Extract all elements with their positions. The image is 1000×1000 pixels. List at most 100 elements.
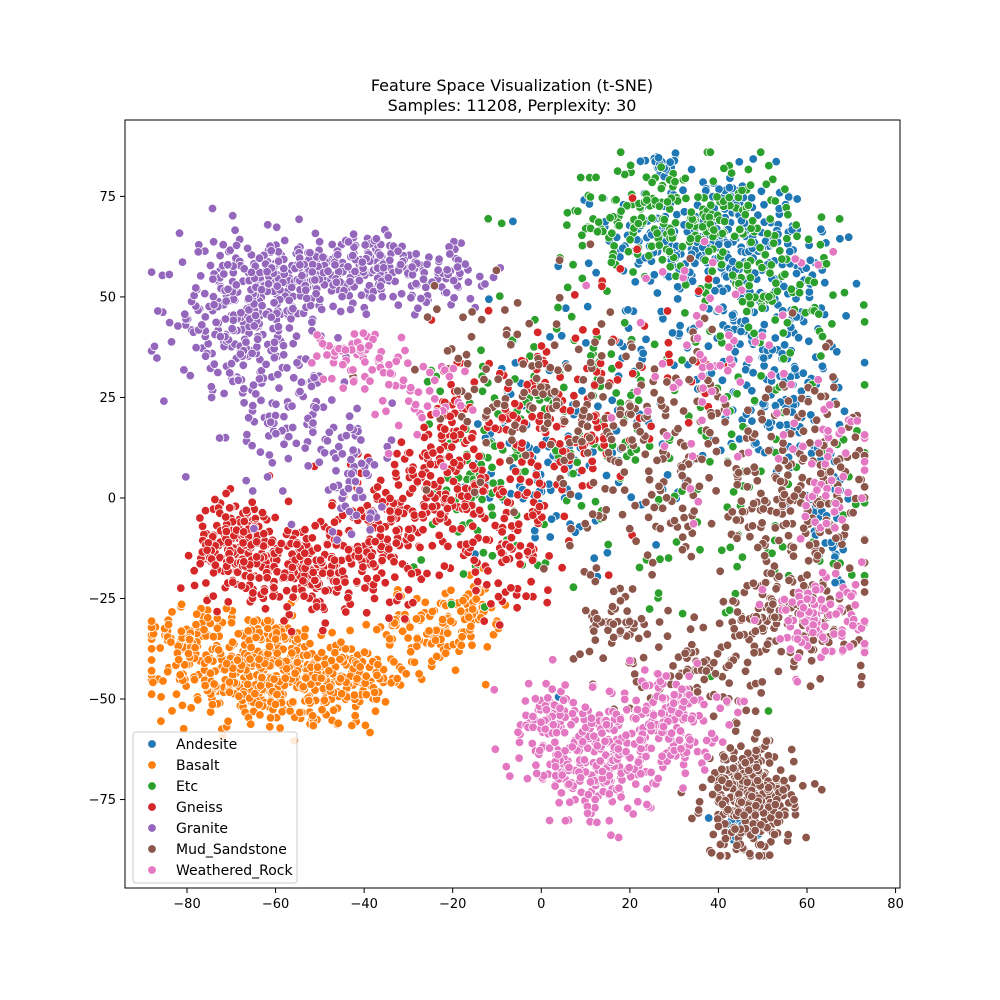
data-point — [515, 474, 526, 485]
data-point — [302, 650, 312, 661]
data-point — [197, 521, 208, 532]
data-point — [798, 781, 808, 791]
data-point — [533, 461, 543, 471]
data-point — [565, 489, 576, 500]
data-point — [183, 550, 194, 561]
data-point — [785, 506, 796, 516]
data-point — [238, 360, 249, 371]
data-point — [563, 282, 573, 293]
data-point — [351, 510, 362, 521]
data-point — [649, 270, 660, 280]
data-point — [752, 762, 762, 773]
data-point — [384, 613, 394, 623]
data-point — [456, 640, 467, 651]
data-point — [617, 509, 628, 520]
data-point — [162, 667, 173, 677]
data-point — [223, 716, 233, 727]
data-point — [366, 551, 376, 562]
data-point — [778, 785, 788, 795]
data-point — [504, 377, 514, 388]
data-point — [355, 662, 365, 672]
data-point — [195, 271, 206, 281]
data-point — [303, 461, 313, 471]
data-point — [693, 192, 703, 202]
data-point — [549, 340, 560, 350]
data-point — [479, 616, 489, 626]
data-point — [263, 279, 274, 289]
data-point — [497, 218, 507, 229]
data-point — [746, 223, 756, 234]
data-point — [765, 850, 775, 860]
data-point — [436, 475, 446, 486]
data-point — [584, 258, 594, 269]
data-point — [345, 625, 355, 636]
data-point — [248, 588, 258, 598]
data-point — [592, 226, 603, 237]
data-point — [471, 585, 481, 596]
data-point — [544, 551, 554, 561]
data-point — [678, 185, 688, 195]
data-point — [677, 241, 688, 252]
data-point — [799, 523, 809, 534]
data-point — [616, 206, 626, 216]
data-point — [333, 718, 343, 729]
data-point — [526, 577, 536, 587]
data-point — [295, 707, 305, 718]
data-point — [393, 300, 404, 310]
data-point — [836, 462, 846, 472]
data-point — [350, 711, 360, 721]
data-point — [554, 255, 565, 265]
data-point — [770, 523, 781, 533]
data-point — [561, 303, 571, 313]
data-point — [300, 548, 310, 558]
data-point — [432, 304, 442, 314]
data-point — [282, 363, 292, 373]
data-point — [420, 597, 431, 608]
data-point — [651, 540, 661, 550]
data-point — [565, 540, 575, 551]
data-point — [859, 300, 869, 310]
data-point — [527, 555, 538, 566]
data-point — [764, 758, 775, 768]
data-point — [368, 559, 378, 569]
data-point — [502, 497, 513, 507]
data-point — [411, 249, 421, 259]
data-point — [365, 727, 375, 738]
data-point — [349, 690, 360, 700]
data-point — [788, 542, 799, 553]
data-point — [584, 646, 595, 657]
data-point — [395, 259, 406, 270]
data-point — [489, 685, 500, 695]
data-point — [220, 512, 231, 522]
data-point — [512, 298, 523, 308]
data-point — [518, 424, 528, 434]
data-point — [821, 342, 831, 352]
data-point — [656, 395, 666, 405]
data-point — [762, 228, 773, 239]
data-point — [688, 355, 698, 366]
data-point — [254, 253, 265, 263]
data-point — [679, 512, 689, 523]
data-point — [434, 570, 445, 581]
data-point — [517, 438, 527, 448]
data-point — [478, 486, 488, 496]
data-point — [396, 289, 407, 299]
data-point — [711, 486, 721, 496]
data-point — [717, 545, 727, 556]
data-point — [709, 658, 719, 668]
data-point — [256, 285, 267, 295]
data-point — [778, 328, 789, 338]
data-point — [589, 553, 599, 563]
data-point — [425, 459, 436, 469]
data-point — [474, 505, 485, 516]
data-point — [521, 450, 531, 461]
data-point — [768, 599, 778, 609]
data-point — [611, 195, 621, 205]
data-point — [257, 672, 267, 683]
data-point — [470, 567, 481, 577]
data-point — [832, 561, 842, 571]
data-point — [332, 535, 342, 545]
data-point — [352, 403, 362, 414]
data-point — [776, 646, 786, 657]
data-point — [753, 210, 763, 220]
